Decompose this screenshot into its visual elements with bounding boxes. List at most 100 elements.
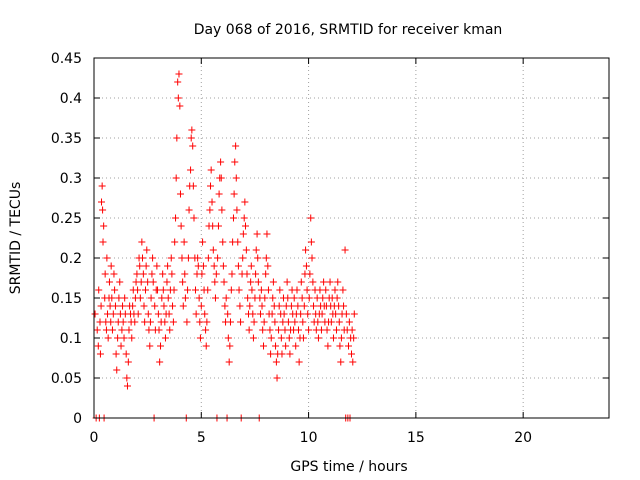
- data-point: [101, 270, 109, 278]
- data-point: [269, 278, 277, 286]
- data-point: [157, 342, 165, 350]
- data-point: [138, 254, 146, 262]
- data-point: [191, 286, 199, 294]
- data-point: [326, 278, 334, 286]
- data-point: [339, 286, 347, 294]
- data-point: [107, 262, 115, 270]
- data-point: [219, 262, 227, 270]
- data-point: [146, 342, 154, 350]
- data-point: [314, 334, 322, 342]
- data-point: [208, 198, 216, 206]
- data-point: [302, 246, 310, 254]
- data-point: [308, 254, 316, 262]
- data-point: [237, 318, 245, 326]
- data-point: [199, 262, 207, 270]
- data-point: [332, 326, 340, 334]
- data-point: [195, 294, 203, 302]
- data-point: [236, 302, 244, 310]
- data-point: [267, 334, 275, 342]
- data-point: [246, 302, 254, 310]
- data-point: [198, 270, 206, 278]
- y-tick-label: 0.3: [60, 171, 82, 187]
- data-point: [245, 326, 253, 334]
- data-point: [232, 142, 240, 150]
- data-point: [98, 198, 106, 206]
- data-point: [345, 318, 353, 326]
- data-point: [140, 302, 148, 310]
- data-point: [234, 262, 242, 270]
- data-point: [204, 254, 212, 262]
- data-point: [334, 278, 342, 286]
- data-point: [97, 302, 105, 310]
- axes-frame: [93, 57, 610, 419]
- data-point: [166, 326, 174, 334]
- data-point: [247, 262, 255, 270]
- x-tick-label: 15: [407, 430, 425, 446]
- data-point: [123, 382, 131, 390]
- data-point: [110, 270, 118, 278]
- data-point: [262, 270, 270, 278]
- data-point: [147, 294, 155, 302]
- data-point: [174, 94, 182, 102]
- data-point: [242, 246, 250, 254]
- data-point: [306, 270, 314, 278]
- data-point: [202, 342, 210, 350]
- data-point: [124, 358, 132, 366]
- data-point: [161, 318, 169, 326]
- data-point: [332, 310, 340, 318]
- data-point: [113, 366, 121, 374]
- data-point: [131, 318, 139, 326]
- data-point: [120, 334, 128, 342]
- data-point: [179, 302, 187, 310]
- data-point: [297, 310, 305, 318]
- data-point: [272, 358, 280, 366]
- data-point: [337, 358, 345, 366]
- data-point: [314, 318, 322, 326]
- data-point: [136, 262, 144, 270]
- data-point: [294, 326, 302, 334]
- data-point: [275, 302, 283, 310]
- data-point: [96, 350, 104, 358]
- data-point: [143, 246, 151, 254]
- data-point: [226, 318, 234, 326]
- plot-frame: [93, 57, 610, 419]
- data-point: [149, 278, 157, 286]
- data-point: [184, 286, 192, 294]
- data-point: [192, 310, 200, 318]
- data-point: [262, 254, 270, 262]
- data-point: [209, 246, 217, 254]
- data-point: [253, 230, 261, 238]
- data-point: [248, 286, 256, 294]
- y-tick-label: 0.05: [51, 371, 82, 387]
- data-point: [161, 334, 169, 342]
- data-point: [102, 326, 110, 334]
- data-point: [224, 310, 232, 318]
- data-point: [250, 318, 258, 326]
- data-point: [299, 334, 307, 342]
- data-point: [235, 286, 243, 294]
- data-point: [204, 286, 212, 294]
- data-point: [212, 270, 220, 278]
- data-point: [232, 174, 240, 182]
- data-point: [159, 270, 167, 278]
- data-point: [297, 278, 305, 286]
- data-point: [257, 286, 265, 294]
- data-point: [333, 294, 341, 302]
- data-point: [310, 302, 318, 310]
- data-point: [319, 294, 327, 302]
- data-point: [344, 342, 352, 350]
- x-tick-label: 5: [197, 430, 206, 446]
- data-point: [307, 214, 315, 222]
- data-points: [91, 70, 358, 422]
- data-point: [249, 310, 257, 318]
- data-point: [203, 318, 211, 326]
- data-point: [348, 350, 355, 358]
- data-point: [320, 278, 328, 286]
- data-point: [247, 278, 255, 286]
- data-point: [300, 302, 308, 310]
- data-point: [176, 190, 184, 198]
- data-point: [207, 182, 215, 190]
- data-point: [142, 286, 149, 294]
- y-tick-label: 0.35: [51, 131, 82, 147]
